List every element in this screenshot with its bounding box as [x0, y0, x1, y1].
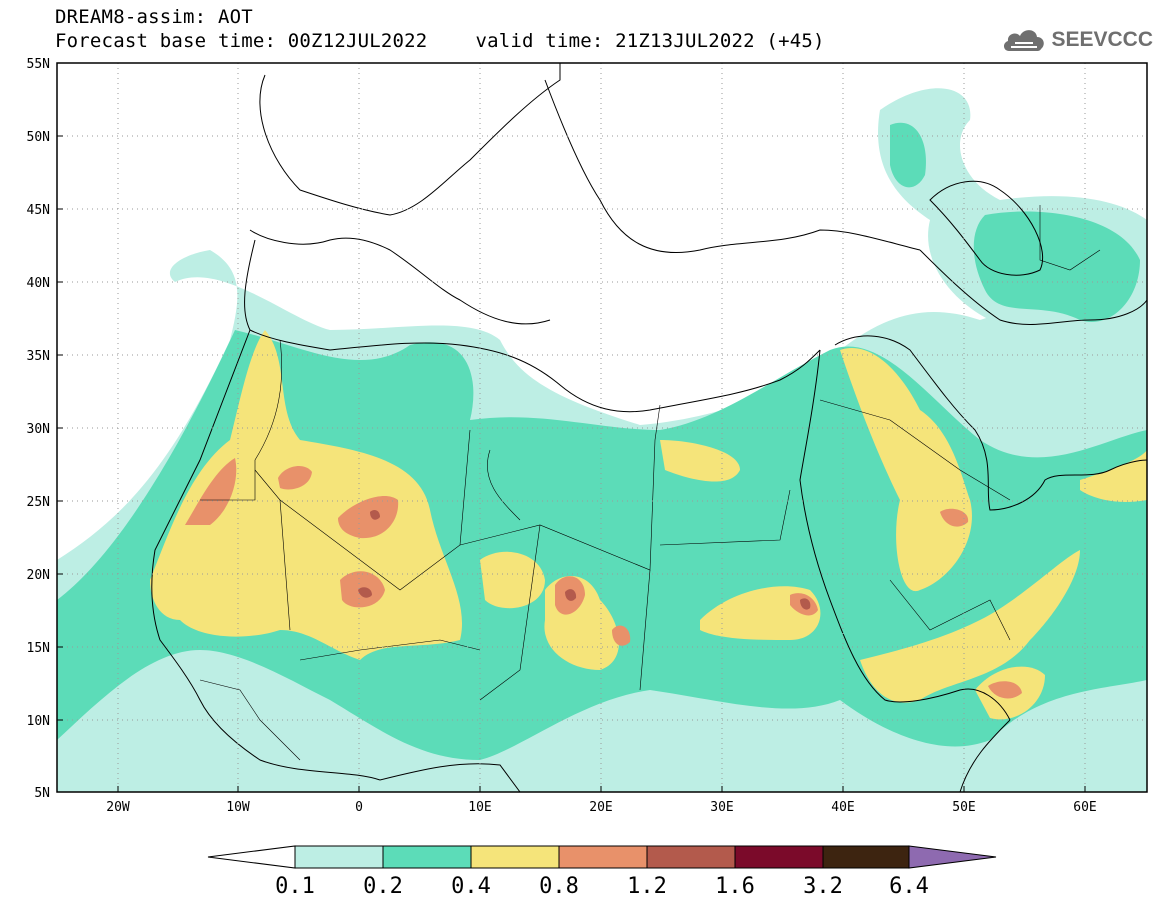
colorbar-label: 3.2 [803, 874, 843, 899]
colorbar-label: 0.2 [363, 874, 403, 899]
lon-tick-label: 10W [226, 800, 250, 815]
forecast-base-time: Forecast base time: 00Z12JUL2022 [55, 30, 428, 52]
colorbar-segment-over [908, 845, 997, 869]
tick-marks [57, 135, 1086, 792]
colorbar [207, 845, 997, 869]
seevccc-logo: SEEVCCC [1001, 24, 1153, 56]
colorbar-labels: 0.1 0.2 0.4 0.8 1.2 1.6 3.2 6.4 [275, 874, 929, 899]
lat-tick-label: 25N [27, 495, 50, 510]
colorbar-label: 0.4 [451, 874, 491, 899]
country-borders [199, 205, 1101, 761]
lat-tick-label: 5N [34, 786, 50, 801]
lat-tick-label: 40N [27, 276, 50, 291]
gridlines [57, 63, 1147, 792]
lon-tick-label: 20E [589, 800, 612, 815]
aot-band-1.2-1.6 [358, 509, 811, 610]
time-info: Forecast base time: 00Z12JUL2022 valid ti… [55, 30, 825, 52]
lat-tick-label: 10N [27, 714, 50, 729]
colorbar-label: 1.2 [627, 874, 667, 899]
colorbar-segment [294, 845, 384, 869]
colorbar-label: 1.6 [715, 874, 755, 899]
lat-axis-labels: 55N 50N 45N 40N 35N 30N 25N 20N 15N 10N … [27, 57, 50, 801]
lat-tick-label: 30N [27, 422, 50, 437]
aot-band-0.8-1.2 [185, 458, 1022, 699]
lon-tick-label: 10E [468, 800, 491, 815]
colorbar-label: 0.8 [539, 874, 579, 899]
colorbar-segment [646, 845, 736, 869]
colorbar-segment [470, 845, 560, 869]
colorbar-segment [382, 845, 472, 869]
colorbar-segment [822, 845, 910, 869]
lat-tick-label: 50N [27, 130, 50, 145]
colorbar-label: 6.4 [889, 874, 929, 899]
lat-tick-label: 20N [27, 568, 50, 583]
lat-tick-label: 45N [27, 203, 50, 218]
colorbar-segment-under [207, 845, 296, 869]
cloud-icon [1004, 30, 1045, 51]
valid-time: valid time: 21Z13JUL2022 (+45) [475, 30, 825, 52]
chart-title: DREAM8-assim: AOT [55, 6, 253, 28]
lon-axis-labels: 20W 10W 0 10E 20E 30E 40E 50E 60E [106, 800, 1096, 815]
lon-tick-label: 30E [710, 800, 733, 815]
colorbar-segment [558, 845, 648, 869]
lon-tick-label: 40E [831, 800, 854, 815]
lon-tick-label: 20W [106, 800, 130, 815]
colorbar-label: 0.1 [275, 874, 315, 899]
aot-field [57, 88, 1147, 792]
logo-text: SEEVCCC [1051, 28, 1153, 51]
lon-tick-label: 60E [1073, 800, 1096, 815]
lat-tick-label: 35N [27, 349, 50, 364]
coastlines [151, 63, 1147, 792]
colorbar-segment [734, 845, 824, 869]
lon-tick-label: 50E [952, 800, 975, 815]
lon-tick-label: 0 [355, 800, 363, 815]
lat-tick-label: 15N [27, 641, 50, 656]
lat-tick-label: 55N [27, 57, 50, 72]
